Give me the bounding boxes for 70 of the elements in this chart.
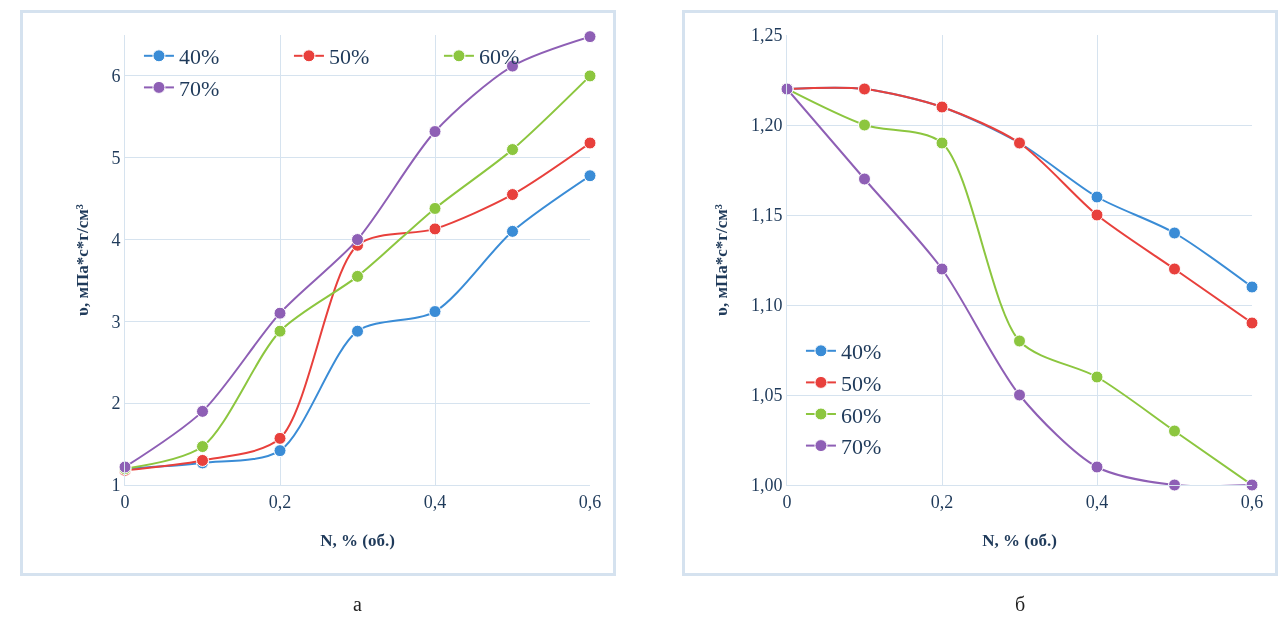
point (1168, 226, 1181, 240)
y-tick-label: 1,25 (750, 25, 783, 46)
point (351, 269, 364, 283)
legend-label: 70% (840, 434, 882, 460)
point (273, 431, 287, 445)
y-tick-label: 4 (111, 229, 121, 250)
legend-label: 50% (840, 370, 882, 396)
x-tick-label: 0,6 (1240, 491, 1264, 512)
point (583, 136, 597, 150)
point (583, 169, 597, 183)
point (351, 324, 364, 338)
x-tick-label: 0 (120, 491, 130, 512)
point (1245, 316, 1259, 330)
x-tick-label: 0,6 (578, 491, 602, 512)
point (351, 233, 364, 247)
x-axis-title: N, % (об.) (982, 531, 1057, 550)
point (506, 188, 519, 202)
y-tick-label: 1 (111, 475, 121, 496)
y-tick-label: 1,00 (750, 475, 783, 496)
point (858, 118, 871, 132)
point (428, 201, 442, 215)
y-tick-label: 1,20 (750, 115, 783, 136)
y-tick-label: 3 (111, 311, 121, 332)
point (1168, 262, 1181, 276)
y-tick-label: 5 (111, 148, 121, 169)
point (196, 404, 209, 418)
point (583, 30, 597, 44)
point (1090, 190, 1104, 204)
point (1168, 424, 1181, 438)
point (273, 306, 287, 320)
point (1013, 334, 1026, 348)
y-tick-label: 1,05 (750, 385, 783, 406)
x-tick-label: 0,4 (423, 491, 447, 512)
y-tick-label: 1,15 (750, 205, 783, 226)
point (1245, 280, 1259, 294)
point (935, 262, 949, 276)
point (1090, 370, 1104, 384)
point (583, 69, 597, 83)
legend-label: 50% (328, 44, 370, 70)
x-tick-label: 0,2 (268, 491, 292, 512)
point (1013, 388, 1026, 402)
point (273, 444, 287, 458)
point (273, 324, 287, 338)
text: а (353, 593, 362, 615)
x-tick-label: 0 (782, 491, 792, 512)
point (1090, 460, 1104, 474)
x-tick-label: 0,2 (930, 491, 954, 512)
legend-label: 60% (840, 402, 882, 428)
legend-label: 40% (178, 44, 220, 70)
legend-label: 70% (178, 75, 220, 101)
y-tick-label: 1,10 (750, 295, 783, 316)
point (506, 224, 519, 238)
y-tick-label: 6 (111, 66, 121, 87)
legend-label: 40% (840, 339, 882, 365)
y-axis-title: υ, мПа*с*г/см³ (712, 204, 732, 316)
text: б (1015, 593, 1026, 615)
legend-label: 60% (478, 44, 520, 70)
point (858, 172, 871, 186)
x-tick-label: 0,4 (1085, 491, 1109, 512)
point (428, 305, 442, 319)
y-axis-title: υ, мПа*с*г/см³ (72, 204, 92, 316)
point (935, 136, 949, 150)
x-axis-title: N, % (об.) (320, 531, 395, 550)
y-tick-label: 2 (111, 393, 121, 414)
point (428, 222, 442, 236)
point (196, 440, 209, 454)
point (428, 125, 442, 139)
point (1168, 478, 1181, 492)
point (1090, 208, 1104, 222)
point (506, 143, 519, 157)
